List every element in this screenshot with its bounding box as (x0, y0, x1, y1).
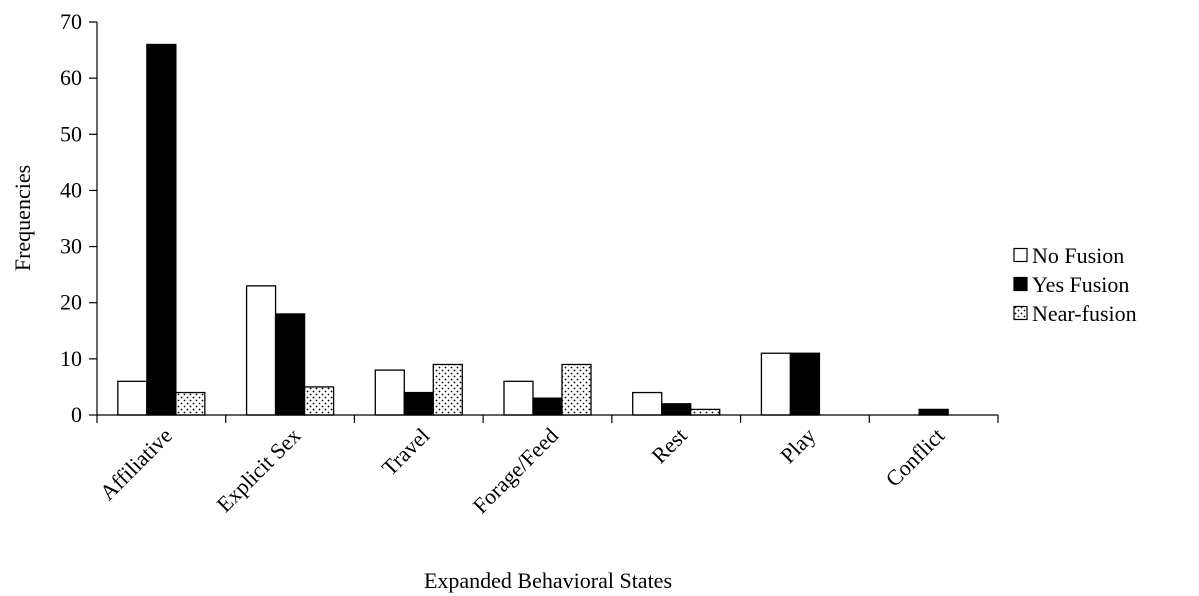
bar-yes-fusion-play (789, 352, 821, 416)
category-label-play: Play (775, 423, 820, 468)
y-tick-label: 70 (60, 9, 82, 34)
x-axis-title: Expanded Behavioral States (424, 568, 672, 593)
bar-no-fusion-explicit-sex (245, 285, 277, 416)
bar-no-fusion-affiliative (117, 380, 148, 416)
bar-near-fusion-explicit-sex (303, 386, 335, 416)
bar-no-fusion-forage-feed (503, 380, 534, 416)
legend-swatch-near-fusion (1013, 305, 1028, 321)
bar-no-fusion-travel (374, 369, 405, 416)
legend-label-no-fusion: No Fusion (1032, 243, 1124, 268)
legend-label-near-fusion: Near-fusion (1032, 301, 1137, 326)
legend-swatch-yes-fusion (1013, 276, 1028, 292)
category-label-conflict: Conflict (881, 423, 950, 492)
legend-swatch-no-fusion (1013, 247, 1028, 263)
legend-label-yes-fusion: Yes Fusion (1032, 272, 1129, 297)
category-label-forage-feed: Forage/Feed (468, 423, 563, 518)
bar-no-fusion-rest (632, 391, 663, 416)
bar-yes-fusion-conflict (918, 408, 949, 416)
category-label-affiliative: Affiliative (95, 423, 177, 505)
bar-yes-fusion-travel (403, 391, 434, 416)
category-label-explicit-sex: Explicit Sex (211, 423, 305, 517)
y-tick-label: 40 (60, 177, 82, 202)
category-label-rest: Rest (646, 423, 691, 468)
category-labels: Affiliative Explicit Sex Travel Forage/Feed… (95, 423, 949, 518)
bar-yes-fusion-explicit-sex (274, 313, 306, 416)
y-tick-label: 50 (60, 121, 82, 146)
y-tick-label: 30 (60, 234, 82, 259)
bar-yes-fusion-affiliative (146, 43, 177, 416)
bar-near-fusion-forage-feed (561, 363, 592, 416)
y-tick-label: 20 (60, 290, 82, 315)
bar-near-fusion-travel (432, 363, 463, 416)
bars (117, 43, 949, 416)
bar-near-fusion-rest (690, 408, 721, 416)
bar-near-fusion-affiliative (175, 391, 206, 416)
y-tick-label: 0 (71, 402, 82, 427)
bar-no-fusion-play (760, 352, 792, 416)
x-axis (96, 414, 999, 423)
category-label-travel: Travel (377, 423, 435, 481)
y-axis-ticks: 0 10 20 30 40 50 60 70 (60, 9, 98, 427)
bar-yes-fusion-rest (661, 403, 692, 416)
legend: No Fusion Yes Fusion Near-fusion (1013, 243, 1137, 326)
y-tick-label: 10 (60, 346, 82, 371)
y-tick-label: 60 (60, 65, 82, 90)
y-axis-title: Frequencies (10, 165, 35, 271)
bar-yes-fusion-forage-feed (532, 397, 563, 416)
